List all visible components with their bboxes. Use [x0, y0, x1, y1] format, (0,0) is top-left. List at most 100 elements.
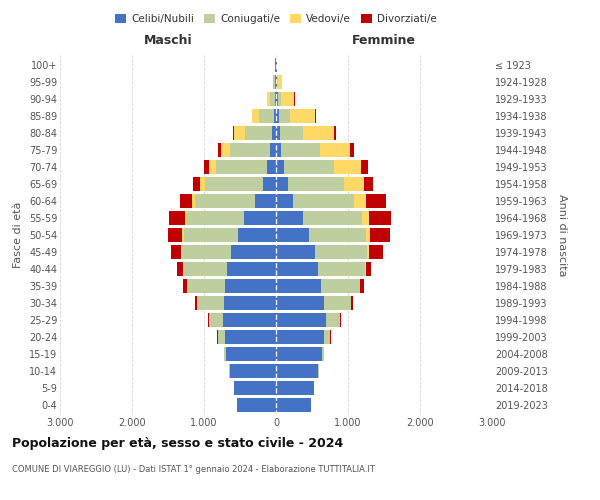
Bar — [178, 262, 183, 276]
Bar — [274, 109, 276, 124]
Bar — [232, 245, 276, 259]
Bar — [276, 228, 309, 242]
Bar — [276, 58, 277, 72]
Bar — [225, 330, 276, 344]
Bar — [185, 211, 187, 225]
Bar — [187, 278, 225, 293]
Bar — [276, 109, 278, 124]
Bar — [263, 177, 276, 192]
Bar — [272, 126, 276, 140]
Bar — [315, 109, 316, 124]
Bar — [276, 346, 322, 361]
Bar — [281, 92, 295, 106]
Bar — [304, 126, 334, 140]
Bar — [326, 312, 340, 327]
Bar — [280, 126, 304, 140]
Bar — [276, 398, 311, 412]
Bar — [323, 330, 330, 344]
Bar — [237, 398, 276, 412]
Bar — [344, 177, 364, 192]
Bar — [224, 346, 226, 361]
Bar — [187, 211, 244, 225]
Bar — [169, 211, 185, 225]
Bar — [276, 75, 277, 90]
Bar — [195, 296, 197, 310]
Bar — [225, 278, 276, 293]
Bar — [278, 109, 290, 124]
Bar — [275, 58, 276, 72]
Bar — [255, 194, 276, 208]
Bar — [251, 109, 252, 124]
Bar — [209, 312, 223, 327]
Bar — [170, 245, 181, 259]
Bar — [238, 228, 276, 242]
Bar — [276, 330, 323, 344]
Bar — [276, 160, 284, 174]
Bar — [370, 228, 391, 242]
Y-axis label: Fasce di età: Fasce di età — [13, 202, 23, 268]
Bar — [365, 262, 371, 276]
Bar — [230, 364, 276, 378]
Bar — [322, 346, 324, 361]
Bar — [293, 194, 354, 208]
Bar — [351, 296, 353, 310]
Bar — [230, 143, 270, 158]
Bar — [208, 312, 209, 327]
Bar — [270, 143, 276, 158]
Text: Maschi: Maschi — [143, 34, 193, 46]
Bar — [183, 262, 184, 276]
Bar — [276, 245, 315, 259]
Bar — [197, 296, 224, 310]
Bar — [319, 262, 365, 276]
Bar — [364, 177, 373, 192]
Bar — [290, 109, 315, 124]
Bar — [168, 228, 182, 242]
Bar — [276, 296, 323, 310]
Legend: Celibi/Nubili, Coniugati/e, Vedovi/e, Divorziati/e: Celibi/Nubili, Coniugati/e, Vedovi/e, Di… — [111, 10, 441, 29]
Bar — [334, 126, 337, 140]
Bar — [200, 177, 205, 192]
Bar — [209, 160, 215, 174]
Bar — [354, 194, 366, 208]
Bar — [276, 177, 287, 192]
Bar — [268, 92, 270, 106]
Bar — [273, 75, 274, 90]
Bar — [226, 346, 276, 361]
Text: Popolazione per età, sesso e stato civile - 2024: Popolazione per età, sesso e stato civil… — [12, 438, 343, 450]
Bar — [182, 245, 232, 259]
Bar — [275, 92, 276, 106]
Bar — [281, 143, 320, 158]
Bar — [270, 92, 275, 106]
Bar — [360, 278, 364, 293]
Y-axis label: Anni di nascita: Anni di nascita — [557, 194, 567, 276]
Bar — [277, 75, 278, 90]
Bar — [276, 211, 302, 225]
Bar — [233, 126, 234, 140]
Bar — [362, 211, 369, 225]
Bar — [309, 228, 366, 242]
Bar — [366, 228, 370, 242]
Bar — [252, 109, 259, 124]
Bar — [320, 278, 359, 293]
Bar — [205, 177, 263, 192]
Bar — [179, 194, 193, 208]
Bar — [315, 245, 367, 259]
Bar — [367, 245, 368, 259]
Bar — [215, 160, 268, 174]
Bar — [224, 296, 276, 310]
Bar — [221, 143, 230, 158]
Bar — [276, 278, 320, 293]
Bar — [234, 380, 276, 395]
Bar — [245, 126, 272, 140]
Bar — [229, 364, 230, 378]
Bar — [227, 262, 276, 276]
Bar — [302, 211, 362, 225]
Bar — [369, 211, 391, 225]
Bar — [368, 245, 383, 259]
Bar — [366, 194, 386, 208]
Bar — [276, 262, 319, 276]
Bar — [276, 194, 293, 208]
Bar — [276, 312, 326, 327]
Bar — [284, 160, 334, 174]
Bar — [218, 330, 225, 344]
